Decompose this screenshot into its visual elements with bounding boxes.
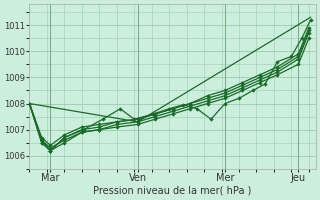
X-axis label: Pression niveau de la mer( hPa ): Pression niveau de la mer( hPa )	[93, 186, 252, 196]
